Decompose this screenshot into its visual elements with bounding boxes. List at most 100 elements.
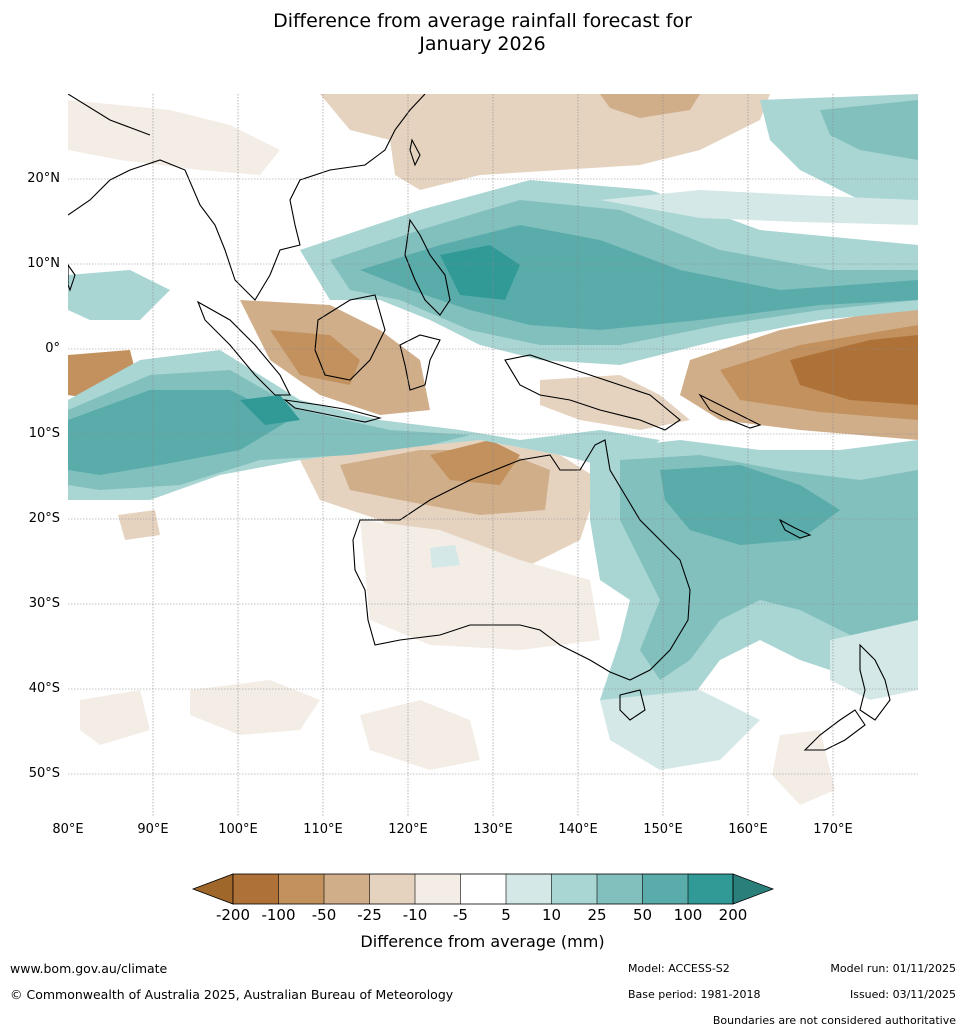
colorbar-tick-label: -200 — [215, 906, 251, 924]
wet-anomaly-layer — [68, 94, 918, 770]
colorbar-frame — [232, 873, 734, 905]
colorbar-bin-9 — [597, 874, 643, 904]
coast-new-zealand-north — [859, 643, 891, 721]
coast-tasmania — [619, 689, 646, 721]
colorbar-bin-2 — [278, 874, 324, 904]
lon-label-170e: 170°E — [813, 822, 853, 837]
coast-solomons — [698, 393, 762, 429]
gridlines — [68, 94, 918, 816]
coast-new-zealand-south — [803, 709, 866, 751]
colorbar-tick-label: 5 — [501, 906, 511, 924]
colorbar-tick-label: -100 — [261, 906, 296, 924]
coast-new-caledonia — [778, 518, 812, 539]
wet-new-zealand-north — [830, 620, 918, 700]
map-title: Difference from average rainfall forecas… — [0, 10, 965, 56]
wet-coral-sea-core — [660, 465, 840, 545]
lon-label-90e: 90°E — [137, 822, 169, 837]
copyright-text: © Commonwealth of Australia 2025, Austra… — [10, 987, 454, 1002]
model-text: Model: ACCESS-S2 — [628, 962, 730, 975]
dry-southern-ocean-1 — [190, 680, 320, 735]
coast-borneo — [314, 294, 386, 381]
model-run-text: Model run: 01/11/2025 — [830, 962, 956, 975]
disclaimer-text: Boundaries are not considered authoritat… — [712, 1014, 956, 1027]
lon-label-100e: 100°E — [218, 822, 258, 837]
coastlines — [68, 94, 891, 751]
colorbar-bin-10 — [642, 874, 688, 904]
wet-maritime-continent-inner — [360, 225, 918, 330]
wet-south-indian-spot — [430, 545, 460, 568]
title-line-1: Difference from average rainfall forecas… — [273, 10, 692, 32]
colorbar-tick-label: -10 — [402, 906, 428, 924]
colorbar-bin-8 — [551, 874, 597, 904]
map-area — [68, 94, 918, 816]
lat-label-20n: 20°N — [27, 171, 60, 186]
colorbar-tick-label: 10 — [541, 906, 562, 924]
colorbar-max-extension — [732, 873, 775, 905]
colorbar-tick-label: 200 — [718, 906, 748, 924]
colorbar-min-extension — [191, 873, 234, 905]
coast-java — [283, 399, 383, 423]
lon-label-80e: 80°E — [52, 822, 84, 837]
lat-label-40s: 40°S — [28, 681, 60, 696]
colorbar-bin-4 — [369, 874, 415, 904]
dry-anomaly-layer — [68, 94, 918, 805]
coast-new-guinea — [504, 354, 681, 431]
base-period-text: Base period: 1981-2018 — [628, 988, 761, 1001]
coast-australia — [352, 439, 691, 681]
coast-sri-lanka — [68, 264, 76, 292]
lat-label-10n: 10°N — [27, 256, 60, 271]
dry-north-pacific — [320, 94, 770, 190]
website-link[interactable]: www.bom.gov.au/climate — [10, 961, 168, 976]
colorbar-bin-11 — [688, 874, 733, 904]
wet-indian-ocean-inner — [68, 390, 290, 475]
wet-subtropical-pacific-band — [600, 190, 918, 225]
dry-north-pacific-core — [600, 94, 700, 118]
colorbar — [191, 873, 775, 905]
dry-new-guinea — [540, 375, 690, 430]
lon-label-150e: 150°E — [643, 822, 683, 837]
dry-southern-ocean-3 — [80, 690, 150, 745]
title-line-2: January 2026 — [419, 33, 546, 55]
wet-indian-ocean-core — [240, 395, 300, 425]
wet-philippine-sea-core — [440, 245, 520, 300]
lat-label-10s: 10°S — [28, 426, 60, 441]
issued-text: Issued: 03/11/2025 — [849, 988, 956, 1001]
coast-sumatra — [196, 300, 291, 396]
wet-west-indian-ocean — [68, 270, 170, 320]
coast-india-tip — [68, 94, 151, 136]
colorbar-bin-7 — [506, 874, 552, 904]
colorbar-tick-label: -25 — [357, 906, 382, 924]
coast-taiwan — [409, 138, 421, 167]
wet-northeast-pacific-core — [820, 100, 918, 160]
colorbar-title: Difference from average (mm) — [360, 932, 605, 951]
colorbar-bin-5 — [415, 874, 461, 904]
coast-philippines — [404, 218, 451, 316]
lon-label-130e: 130°E — [473, 822, 513, 837]
colorbar-bin-3 — [324, 874, 370, 904]
colorbar-tick-label: 100 — [673, 906, 703, 924]
dry-southern-ocean-2 — [360, 700, 480, 770]
lat-label-20s: 20°S — [28, 511, 60, 526]
dry-borneo-core — [270, 330, 360, 385]
colorbar-tick-label: 25 — [587, 906, 607, 924]
dry-equatorial-pacific-core — [790, 335, 918, 405]
colorbar-bin-6 — [460, 874, 506, 904]
lon-label-160e: 160°E — [728, 822, 768, 837]
colorbar-dividers — [278, 874, 689, 904]
colorbar-bin-1 — [233, 874, 279, 904]
colorbar-tick-label: -5 — [453, 906, 468, 924]
wet-tasman-sea — [600, 690, 760, 770]
dry-indochina — [68, 100, 280, 175]
dry-south-indian — [118, 510, 160, 540]
dry-arnhem-core — [430, 440, 520, 485]
lat-label-50s: 50°S — [28, 766, 60, 781]
dry-inland-australia — [360, 520, 600, 650]
lat-label-0: 0° — [45, 341, 60, 356]
lon-label-110e: 110°E — [303, 822, 343, 837]
colorbar-tick-label: -50 — [311, 906, 337, 924]
lon-label-120e: 120°E — [388, 822, 428, 837]
colorbar-tick-label: 50 — [632, 906, 653, 924]
coast-asia-mainland — [68, 94, 426, 301]
lon-label-140e: 140°E — [558, 822, 598, 837]
dry-tasman-south — [772, 730, 835, 805]
